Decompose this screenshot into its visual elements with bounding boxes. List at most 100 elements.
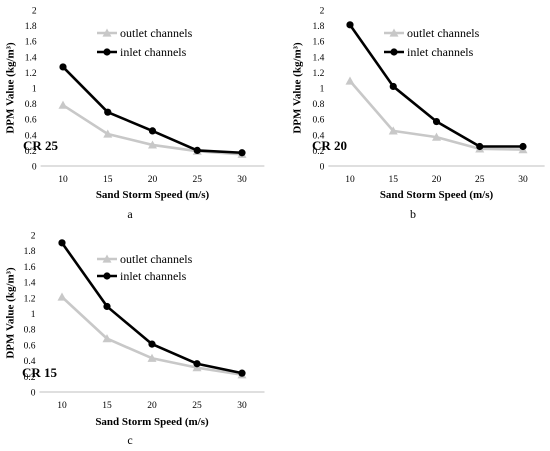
x-tick-label: 25 — [192, 401, 202, 411]
x-tick-label: 10 — [57, 401, 67, 411]
y-tick-label: 1.6 — [313, 38, 325, 48]
y-tick-label: 0.4 — [24, 357, 36, 367]
legend-item: outlet channels — [97, 26, 193, 40]
y-tick-label: 0.4 — [25, 131, 37, 141]
data-point-marker — [346, 21, 354, 29]
data-point-marker — [432, 117, 441, 126]
legend-label: inlet channels — [120, 269, 187, 283]
data-point-marker — [103, 302, 111, 311]
series-inlet — [59, 63, 246, 157]
y-tick-label: 0.2 — [313, 147, 325, 157]
series-outlet — [345, 76, 528, 154]
data-point-marker — [389, 82, 397, 91]
legend-label: outlet channels — [120, 26, 193, 40]
data-point-marker — [104, 108, 112, 116]
chart-panel-c: 0 0.2 0.4 0.6 0.8 1 1.2 1.4 1.6 1.8 2 10 15 20 25 30 San… — [5, 232, 265, 447]
y-tick-label: 1.4 — [24, 279, 36, 289]
y-axis-title: DPM Value (kg/m³) — [5, 42, 17, 134]
x-axis-title: Sand Storm Speed (m/s) — [380, 189, 494, 201]
y-tick-label: 0.8 — [24, 326, 36, 336]
y-tick-label: 1.6 — [25, 38, 37, 48]
y-tick-label: 1.8 — [24, 247, 36, 257]
legend-marker — [103, 48, 111, 56]
y-tick-label: 1 — [31, 310, 36, 320]
chart-panel-b: 0 0.2 0.4 0.6 0.8 1 1.2 1.4 1.6 1.8 2 10 15 20 25 30 San… — [292, 7, 545, 221]
x-tick-label: 15 — [103, 175, 113, 185]
series-inlet — [346, 21, 527, 151]
data-point-marker — [345, 76, 355, 85]
panel-letter: a — [127, 207, 133, 221]
series-inlet — [58, 239, 246, 377]
data-point-marker — [103, 129, 113, 138]
x-tick-label: 25 — [475, 175, 485, 185]
panel-letter: c — [127, 433, 132, 447]
y-tick-label: 1.6 — [24, 263, 36, 273]
data-point-marker — [388, 126, 398, 135]
x-axis-title: Sand Storm Speed (m/s) — [95, 416, 209, 428]
y-tick-label: 0.8 — [313, 100, 325, 110]
legend-item: inlet channels — [97, 45, 187, 59]
y-tick-label: 0.8 — [25, 100, 37, 110]
y-axis-title: DPM Value (kg/m³) — [5, 267, 17, 359]
data-point-marker — [147, 353, 157, 362]
y-tick-label: 0 — [320, 163, 325, 173]
data-point-marker — [148, 340, 156, 348]
data-point-marker — [58, 239, 66, 247]
legend-item: outlet channels — [97, 252, 193, 266]
y-tick-label: 1.8 — [25, 22, 37, 32]
y-tick-label: 0.2 — [24, 373, 36, 383]
legend: outlet channels inlet channels — [97, 26, 193, 59]
x-tick-label: 10 — [58, 175, 68, 185]
x-tick-label: 30 — [518, 175, 528, 185]
legend-item: inlet channels — [97, 269, 187, 283]
legend-marker — [389, 28, 399, 37]
chart-panel-a: 0 0.2 0.4 0.6 0.8 1 1.2 1.4 1.6 1.8 2 10 15 20 25 30 San… — [5, 7, 265, 221]
data-point-marker — [238, 369, 246, 377]
y-tick-label: 0 — [32, 163, 37, 173]
data-point-marker — [58, 100, 68, 109]
series-line — [61, 296, 243, 377]
annotation-label: CR 15 — [22, 365, 58, 380]
data-point-marker — [57, 292, 67, 301]
panel-letter: b — [410, 207, 416, 221]
y-tick-label: 0.4 — [313, 131, 325, 141]
x-tick-label: 30 — [237, 401, 247, 411]
y-tick-label: 0.6 — [24, 341, 36, 351]
y-tick-label: 0.6 — [25, 116, 37, 126]
x-tick-label: 25 — [193, 175, 203, 185]
data-point-marker — [193, 146, 201, 154]
legend-item: inlet channels — [384, 45, 474, 59]
y-tick-label: 2 — [31, 232, 36, 242]
y-tick-label: 1.8 — [313, 22, 325, 32]
series-line — [348, 24, 523, 148]
x-tick-label: 30 — [237, 175, 247, 185]
x-tick-label: 15 — [102, 401, 112, 411]
legend: outlet channels inlet channels — [97, 252, 193, 283]
legend-item: outlet channels — [384, 26, 480, 40]
data-point-marker — [476, 142, 484, 151]
data-point-marker — [59, 63, 67, 71]
y-tick-label: 1 — [320, 85, 325, 95]
data-point-marker — [238, 149, 246, 157]
y-tick-label: 1.4 — [25, 53, 37, 63]
legend-label: outlet channels — [120, 252, 193, 266]
data-point-marker — [102, 334, 112, 343]
y-tick-label: 0 — [31, 389, 36, 399]
y-tick-label: 1.2 — [25, 69, 37, 79]
series-outlet — [57, 292, 247, 379]
legend-label: inlet channels — [120, 45, 187, 59]
legend-marker — [103, 272, 111, 280]
data-point-marker — [148, 127, 157, 135]
y-tick-label: 1 — [32, 85, 37, 95]
x-tick-label: 15 — [389, 175, 399, 185]
y-tick-label: 1.4 — [313, 53, 325, 63]
legend-marker — [390, 48, 398, 56]
y-tick-label: 0.2 — [25, 147, 37, 157]
annotation-label: CR 20 — [312, 138, 347, 153]
y-tick-label: 1.2 — [313, 69, 325, 79]
x-tick-label: 20 — [147, 401, 157, 411]
legend-marker — [102, 28, 112, 37]
data-point-marker — [148, 140, 157, 149]
x-tick-label: 20 — [148, 175, 158, 185]
